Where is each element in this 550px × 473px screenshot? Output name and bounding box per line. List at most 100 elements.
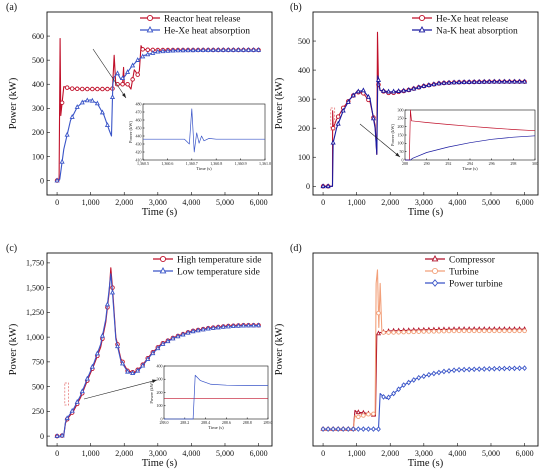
inset-frame — [404, 109, 536, 161]
x-tick-label: 1,360.8 — [210, 161, 222, 167]
y-axis-label: Power (kW) — [274, 77, 285, 129]
data-point-marker — [502, 328, 507, 334]
data-point-marker — [486, 78, 492, 84]
data-point-marker — [401, 329, 406, 335]
data-point-marker — [89, 97, 95, 103]
data-point-marker — [120, 75, 126, 81]
data-point-marker — [386, 88, 392, 94]
data-point-marker — [230, 47, 236, 52]
data-point-marker — [105, 86, 110, 92]
data-point-marker — [225, 323, 231, 329]
data-point-marker — [125, 69, 131, 74]
data-point-marker — [235, 322, 241, 328]
data-point-marker — [215, 324, 221, 330]
data-point-marker — [150, 350, 156, 356]
x-tick-label: 1,000 — [82, 198, 100, 207]
data-point-marker — [371, 411, 376, 417]
data-point-marker — [99, 109, 105, 115]
data-point-marker — [366, 412, 371, 417]
data-point-marker — [476, 78, 482, 84]
data-point-marker — [84, 97, 90, 103]
data-point-marker — [320, 426, 326, 432]
series — [54, 47, 262, 183]
y-tick-label: 500 — [32, 382, 44, 391]
data-point-marker — [360, 87, 366, 93]
data-point-marker — [165, 338, 171, 344]
data-point-marker — [205, 47, 211, 52]
data-point-marker — [335, 114, 341, 119]
data-point-marker — [114, 343, 121, 349]
x-tick-label: 288.4 — [201, 420, 210, 425]
x-tick-label: 2,000 — [381, 198, 399, 207]
data-point-marker — [235, 47, 241, 52]
legend-swatch-marker — [431, 279, 439, 287]
data-point-marker — [145, 47, 150, 53]
data-point-marker — [220, 323, 226, 329]
legend: Compressor Turbine Power turbine — [425, 255, 503, 289]
data-point-marker — [140, 47, 145, 52]
data-point-marker — [507, 328, 512, 334]
y-tick-label: 420 — [136, 149, 142, 154]
data-point-marker — [456, 328, 462, 334]
data-point-marker — [436, 328, 442, 334]
data-point-marker — [215, 47, 221, 52]
x-tick-label: 3,000 — [149, 449, 167, 458]
data-point-marker — [74, 104, 80, 109]
data-point-marker — [89, 363, 95, 369]
data-point-marker — [436, 369, 442, 376]
data-point-marker — [195, 47, 201, 53]
y-tick-label: 100 — [157, 403, 163, 408]
zoom-arrow-head — [121, 93, 126, 98]
data-point-marker — [496, 78, 502, 84]
data-point-marker — [522, 328, 527, 334]
data-point-marker — [517, 365, 522, 372]
data-point-marker — [431, 370, 437, 377]
x-tick-label: 4,000 — [182, 449, 200, 458]
data-point-marker — [391, 88, 397, 94]
data-point-marker — [512, 328, 517, 334]
data-point-marker — [365, 93, 371, 99]
data-point-marker — [54, 177, 60, 183]
data-point-marker — [441, 328, 447, 334]
data-point-marker — [375, 77, 382, 82]
data-point-marker — [497, 328, 502, 334]
data-point-marker — [512, 365, 517, 372]
data-point-marker — [115, 81, 120, 87]
data-point-marker — [59, 158, 65, 164]
axes-frame — [46, 11, 273, 196]
data-point-marker — [436, 80, 442, 86]
series-line — [405, 135, 536, 161]
data-point-marker — [522, 78, 528, 84]
inset-frame — [142, 103, 266, 161]
data-point-marker — [441, 368, 447, 375]
data-point-marker — [74, 398, 80, 404]
legend-entry-label: Na-K heat absorption — [436, 26, 518, 36]
data-point-marker — [54, 433, 60, 438]
plot-panel: 0 1,000 2,000 3,000 4,000 5,000 6,000 0 100 200 30… — [8, 11, 273, 218]
data-point-marker — [155, 48, 161, 54]
y-tick-label: 300 — [157, 377, 163, 382]
panel-label: (a) — [6, 2, 17, 13]
zoom-arrow-head — [152, 379, 157, 383]
data-point-marker — [180, 47, 186, 53]
inset-series — [143, 108, 265, 153]
data-point-marker — [210, 47, 216, 52]
data-point-marker — [356, 414, 361, 420]
data-point-marker — [125, 368, 131, 374]
data-point-marker — [150, 50, 156, 55]
y-axis-label: Power (kW) — [8, 323, 19, 375]
y-tick-label: 470 — [136, 109, 142, 114]
inset-plot: 1,360.5 1,360.6 1,360.7 1,360.8 1,360.9 1,361… — [128, 101, 271, 171]
data-point-marker — [160, 48, 166, 54]
data-point-marker — [476, 366, 482, 373]
y-tick-label: 200 — [298, 124, 310, 133]
data-point-marker — [355, 409, 361, 415]
y-tick-label: 150 — [398, 132, 404, 137]
x-tick-label: 5,000 — [216, 449, 234, 458]
legend-swatch-marker — [159, 255, 167, 263]
data-point-marker — [130, 370, 136, 376]
data-point-marker — [335, 426, 341, 432]
data-point-marker — [109, 289, 116, 295]
inset-y-axis-label: Power (kW) — [390, 123, 395, 146]
legend-swatch-marker — [418, 14, 426, 22]
